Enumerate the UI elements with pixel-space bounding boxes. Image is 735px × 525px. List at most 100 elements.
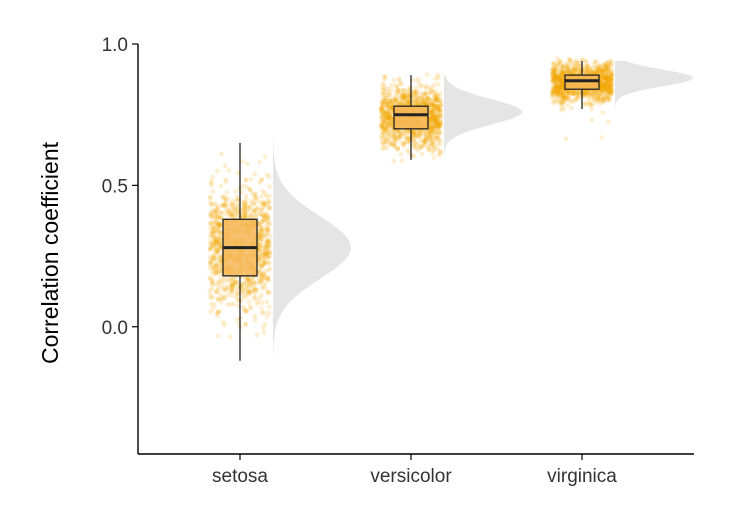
data-point [414, 141, 420, 147]
data-point [259, 177, 264, 183]
data-point [209, 270, 215, 276]
data-point [399, 131, 404, 137]
data-point [258, 233, 264, 239]
data-point [263, 248, 268, 253]
data-point [597, 64, 602, 70]
data-point [574, 90, 579, 96]
data-point [222, 203, 228, 209]
data-point [437, 129, 443, 135]
data-point [607, 79, 613, 85]
data-point [234, 279, 240, 285]
data-point [259, 273, 265, 279]
data-point [568, 60, 574, 65]
data-point [383, 121, 389, 126]
data-point [387, 98, 393, 104]
data-point [607, 74, 612, 80]
data-point [572, 60, 578, 66]
data-point [428, 89, 434, 95]
data-point [255, 299, 261, 304]
data-point [568, 62, 574, 68]
data-point [241, 292, 246, 298]
data-point [599, 83, 605, 89]
data-point [243, 213, 249, 218]
data-point [232, 206, 238, 212]
data-point [431, 119, 437, 125]
data-point [378, 122, 384, 128]
data-point [225, 302, 230, 307]
data-point [599, 83, 605, 89]
data-point [438, 151, 443, 157]
data-point [398, 140, 404, 145]
data-point [378, 106, 384, 111]
data-point [568, 57, 573, 63]
data-point [585, 70, 591, 76]
data-point [225, 210, 230, 216]
data-point [553, 75, 558, 81]
data-point [436, 106, 441, 112]
data-point [215, 215, 221, 221]
data-point [262, 253, 268, 259]
data-point [230, 198, 236, 204]
data-point [258, 275, 264, 280]
data-point [556, 84, 562, 89]
data-point [261, 217, 267, 222]
data-point [258, 194, 264, 200]
data-point [552, 83, 558, 89]
data-point [594, 89, 600, 95]
data-point [602, 82, 608, 87]
data-point [216, 243, 222, 249]
data-point [209, 229, 215, 234]
data-point [411, 132, 416, 138]
data-point [602, 64, 608, 70]
data-point [586, 96, 592, 101]
data-point [213, 212, 219, 218]
data-point [222, 163, 228, 168]
data-point [599, 91, 605, 97]
data-point [607, 86, 613, 92]
data-point [429, 126, 435, 132]
data-point [261, 272, 267, 277]
data-point [557, 79, 563, 85]
data-point [595, 99, 601, 105]
data-point [435, 121, 440, 126]
data-point [379, 123, 385, 129]
data-point [382, 111, 388, 116]
data-point [562, 69, 568, 75]
data-point [422, 131, 428, 137]
data-point [592, 95, 597, 100]
data-point [398, 133, 404, 139]
data-point [435, 146, 440, 152]
data-point [213, 266, 218, 272]
data-point [221, 195, 227, 201]
data-point [208, 220, 214, 226]
data-point [437, 108, 443, 113]
data-point [385, 100, 391, 106]
data-point [430, 114, 436, 120]
data-point [386, 105, 392, 110]
data-point [432, 120, 438, 126]
data-point [386, 106, 392, 111]
data-point [386, 109, 391, 115]
data-point [435, 130, 441, 136]
data-point [555, 90, 560, 96]
data-point [602, 75, 607, 81]
data-point [397, 92, 403, 97]
data-point [559, 83, 565, 89]
data-point [551, 66, 556, 72]
data-point [263, 245, 268, 250]
data-point [555, 83, 560, 89]
data-point [552, 87, 558, 93]
data-point [263, 250, 268, 256]
data-point [423, 134, 429, 140]
data-point [590, 91, 596, 96]
data-point [555, 88, 561, 94]
data-point [403, 137, 409, 143]
data-point [587, 99, 592, 105]
data-point [259, 201, 265, 207]
data-point [430, 108, 436, 114]
data-point [266, 304, 272, 310]
data-point [607, 84, 613, 90]
data-point [433, 114, 438, 120]
data-point [607, 90, 612, 96]
data-point [214, 288, 220, 293]
